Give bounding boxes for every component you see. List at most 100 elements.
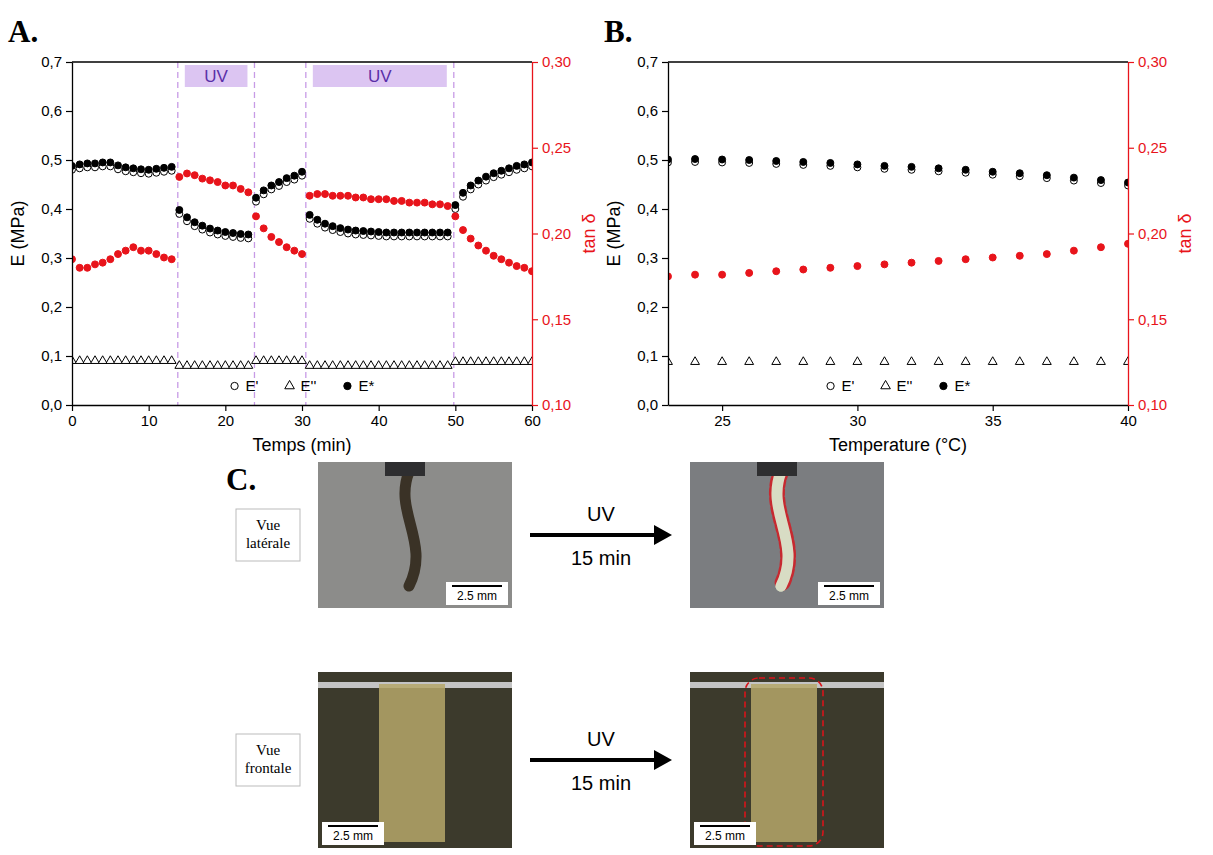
tick-label: 0,0 <box>637 396 658 413</box>
data-point <box>161 164 168 171</box>
data-point <box>437 229 444 236</box>
data-point <box>406 229 413 236</box>
data-point <box>299 168 306 175</box>
specimen <box>777 472 788 586</box>
photo: 2.5 mm <box>318 672 512 848</box>
data-point <box>121 356 130 364</box>
tick-label: 0,2 <box>41 298 62 315</box>
data-point <box>207 177 214 184</box>
data-point <box>283 175 290 182</box>
data-point <box>406 199 413 206</box>
tick: 35 <box>985 405 1002 429</box>
tick: 20 <box>217 405 234 429</box>
uv-boundary <box>254 62 255 405</box>
data-point <box>305 361 314 369</box>
data-point <box>459 357 468 365</box>
data-point <box>1125 240 1128 247</box>
tick-label: 0,0 <box>41 396 62 413</box>
data-point <box>275 356 284 364</box>
data-point <box>252 356 261 364</box>
tick-label: 0,6 <box>41 102 62 119</box>
data-point <box>176 173 183 180</box>
data-point <box>213 361 222 369</box>
tick-mark <box>66 405 72 406</box>
data-point <box>490 170 497 177</box>
data-point <box>390 361 399 369</box>
tick-label: 40 <box>1120 412 1137 429</box>
frame-top <box>668 61 1128 62</box>
data-point <box>267 356 276 364</box>
tick: 40 <box>1120 405 1137 429</box>
tick-label: 0,25 <box>1138 139 1167 156</box>
tick-mark <box>662 111 668 112</box>
data-point <box>222 182 229 189</box>
data-point <box>505 357 514 365</box>
data-point <box>421 199 428 206</box>
data-point <box>506 259 513 266</box>
tick: 0,20 <box>1128 225 1167 242</box>
tick: 0,1 <box>41 347 72 364</box>
axis-line <box>669 405 1129 406</box>
data-point <box>746 269 753 276</box>
data-point <box>398 229 405 236</box>
x-axis: 0102030405060 <box>68 405 541 429</box>
data-point <box>282 356 291 364</box>
data-point <box>482 357 491 365</box>
tick-label: 0,6 <box>637 102 658 119</box>
uv-label: UV <box>368 67 392 86</box>
axis-line <box>668 63 669 406</box>
data-point <box>1125 179 1128 186</box>
legend-symbol <box>940 382 947 389</box>
tick-mark <box>379 405 380 411</box>
legend: E'E''E* <box>827 377 971 394</box>
scale-bar-label: 2.5 mm <box>705 829 745 843</box>
chart-panel: B.253035400,00,10,20,30,40,50,60,70,100,… <box>604 14 1195 455</box>
legend-symbol <box>827 382 834 389</box>
uv-box <box>185 65 248 87</box>
y-axis: 0,00,10,20,30,40,50,60,7 <box>41 53 72 413</box>
data-point <box>236 361 245 369</box>
data-point <box>137 356 146 364</box>
legend-label: E* <box>358 377 374 394</box>
specimen-outline <box>745 678 823 846</box>
tick-label: 0,30 <box>1138 53 1167 70</box>
scale-bar <box>328 825 378 827</box>
data-point <box>827 264 834 271</box>
data-point <box>405 361 414 369</box>
tick-label: 30 <box>294 412 311 429</box>
photo-background <box>318 462 512 608</box>
data-point <box>253 194 260 201</box>
specimen <box>777 472 788 586</box>
photo-background <box>690 462 884 608</box>
data-point <box>244 361 253 369</box>
data-point <box>988 357 997 365</box>
data-point <box>718 357 727 365</box>
tick-label: 35 <box>985 412 1002 429</box>
data-point <box>199 222 206 229</box>
data-point <box>153 251 160 258</box>
data-point <box>1016 170 1023 177</box>
data-point <box>161 254 168 261</box>
data-point <box>321 361 330 369</box>
data-point <box>351 361 360 369</box>
tick: 0,10 <box>1128 396 1167 413</box>
data-point <box>75 356 84 364</box>
y2-axis-title: tan δ <box>579 213 599 253</box>
tick-mark <box>1128 233 1134 234</box>
data-point <box>520 357 529 365</box>
data-point <box>283 244 290 251</box>
data-point <box>345 226 352 233</box>
scale-bar-label: 2.5 mm <box>829 589 869 603</box>
series <box>72 163 532 242</box>
uv-box <box>313 65 447 87</box>
data-point <box>452 213 459 220</box>
data-point <box>1124 357 1128 365</box>
uv-boundary <box>177 62 178 405</box>
tick: 0,6 <box>41 102 72 119</box>
data-point <box>115 251 122 258</box>
y2-axis: 0,100,150,200,250,30 <box>532 53 571 413</box>
tick: 0,0 <box>41 396 72 413</box>
data-point <box>521 161 528 168</box>
tick-mark <box>225 405 226 411</box>
data-point <box>276 239 283 246</box>
